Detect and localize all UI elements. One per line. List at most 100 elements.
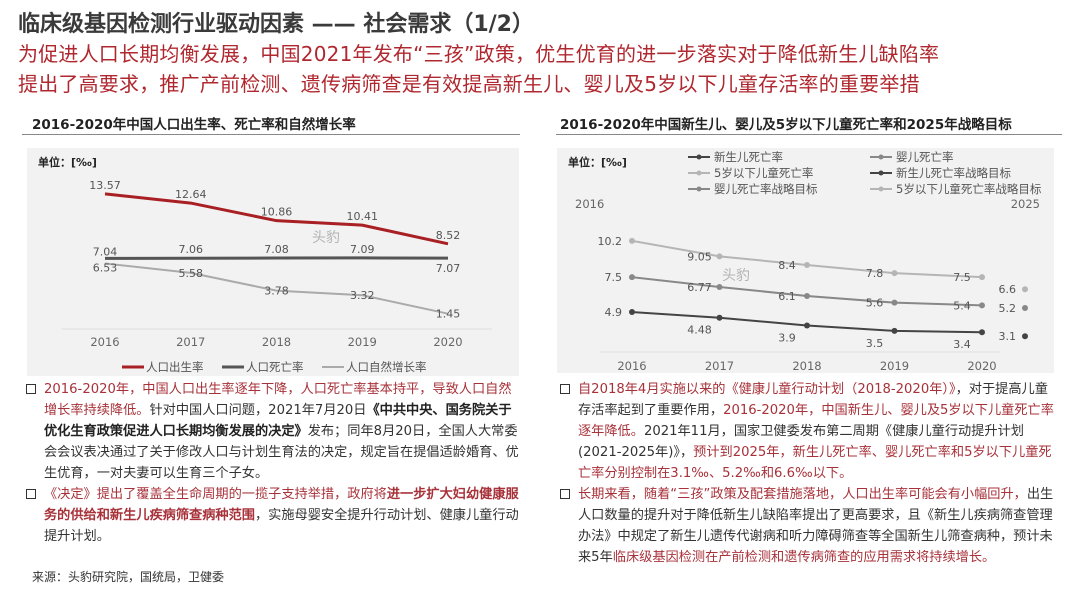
data-point [891, 299, 898, 306]
watermark: 头豹 [722, 268, 750, 284]
x-tick-label: 2019 [348, 335, 377, 349]
legend-label: 人口出生率 [146, 360, 204, 374]
target-point [1022, 333, 1028, 340]
right-chart-panel [557, 148, 1054, 373]
data-label: 3.78 [264, 285, 289, 298]
bullet-paragraph: 2016-2020年，中国人口出生率逐年下降，人口死亡率基本持平，导致人口自然增… [26, 379, 520, 484]
data-point [979, 329, 985, 336]
data-point [629, 309, 635, 316]
legend-marker [696, 186, 702, 192]
series-line-2 [631, 239, 983, 279]
divider [556, 134, 1062, 135]
x-tick-label: 2017 [176, 335, 205, 349]
text-run: 自2018年4月实施以来的《健康儿童行动计划（2018-2020年）》 [578, 382, 956, 397]
bullet-paragraph: 《决定》提出了覆盖全生命周期的一揽子支持举措，政府将进一步扩大妇幼健康服务的供给… [26, 484, 520, 547]
legend-label: 婴儿死亡率战略目标 [714, 182, 818, 196]
data-label: 1.45 [436, 308, 461, 321]
page-title: 临床级基因检测行业驱动因素 —— 社会需求（1/2） [18, 12, 534, 37]
unit-label: 单位：[‰] [568, 155, 627, 169]
legend-label: 新生儿死亡率战略目标 [896, 166, 1011, 180]
data-point [629, 237, 635, 244]
series-line-0 [631, 311, 983, 334]
target-label: 6.6 [999, 283, 1017, 296]
data-label: 8.4 [778, 259, 796, 272]
checkbox-bullet-icon [560, 384, 570, 394]
bullet-paragraph: 长期来看，随着“三孩”政策及配套措施落地，人口出生率可能会有小幅回升，出生人口数… [560, 484, 1056, 568]
text-run: 《中共中央、国务院关于优化生育政策促进人口长期均衡发展的决定》 [44, 403, 512, 439]
checkbox-bullet-icon [560, 489, 570, 499]
text-run: 预计到2025年，新生儿死亡率、婴儿死亡率和5岁以下儿童死亡率分别控制在3.1‰… [578, 445, 1052, 481]
target-label: 3.1 [999, 330, 1017, 343]
data-label: 7.04 [93, 245, 118, 258]
series-line-1 [631, 276, 983, 307]
legend-label: 人口自然增长率 [346, 360, 427, 374]
data-label: 7.07 [436, 262, 461, 275]
data-point [804, 292, 810, 299]
text-run: ，实施母婴安全提升行动计划、健康儿童行动提升计划。 [44, 508, 519, 544]
text-run: 进一步扩大妇幼健康服务的供给和新生儿疾病筛查病种范围 [44, 487, 519, 523]
divider [22, 134, 520, 135]
data-point [979, 274, 985, 281]
series-line-0 [104, 192, 449, 246]
data-label: 7.8 [866, 267, 884, 280]
data-point [629, 274, 635, 281]
checkbox-bullet-icon [26, 384, 36, 394]
x-tick-label: 2020 [433, 335, 462, 349]
data-label: 12.64 [175, 188, 207, 201]
watermark: 头豹 [312, 230, 340, 246]
legend-marker [878, 186, 884, 192]
legend-marker [878, 154, 884, 160]
x-tick-label: 2016 [90, 335, 119, 349]
text-run: 2016-2020年，中国人口出生率逐年下降，人口死亡率基本持平，导致人口自然增… [44, 382, 512, 418]
target-point [1022, 305, 1028, 312]
target-point [1022, 286, 1028, 293]
data-label: 6.53 [93, 261, 118, 274]
x-tick-label: 2018 [262, 335, 291, 349]
data-label: 10.41 [347, 210, 379, 223]
checkbox-bullet-icon [26, 489, 36, 499]
text-run: 长期来看，随着“三孩”政策及配套措施落地，人口出生率可能会有小幅回升， [578, 487, 1027, 502]
data-point [979, 302, 985, 309]
data-label: 6.77 [687, 281, 712, 294]
target-label: 5.2 [999, 302, 1017, 315]
data-point [804, 262, 810, 269]
legend-label: 人口死亡率 [246, 360, 304, 374]
data-point [891, 270, 898, 277]
text-run: 2016-2020年，中国新生儿、婴儿及5岁以下儿童死亡率逐年降低。 [578, 403, 1054, 439]
data-label: 3.9 [778, 331, 796, 344]
data-label: 7.5 [605, 271, 623, 284]
data-label: 4.9 [605, 306, 623, 319]
data-label: 7.06 [179, 243, 204, 256]
legend-marker [696, 170, 702, 176]
subtitle-line-1: 为促进人口长期均衡发展，中国2021年发布“三孩”政策，优生优育的进一步落实对于… [18, 42, 940, 66]
series-line-2 [104, 262, 449, 315]
text-run: 发布；同年8月20日，全国人大常委会会议表决通过了关于修改人口与计划生育法的决定… [44, 424, 519, 481]
left-chart-title: 2016-2020年中国人口出生率、死亡率和自然增长率 [32, 117, 356, 133]
data-label: 3.4 [953, 338, 971, 351]
legend-label: 婴儿死亡率 [896, 150, 954, 164]
legend-marker [878, 170, 884, 176]
data-point [716, 253, 723, 260]
text-run: 临床级基因检测在产前检测和遗传病筛查的应用需求将持续增长。 [612, 550, 996, 565]
text-run: 出生人口数量的提升对于降低新生儿缺陷率提出了更高要求，且《新生儿疾病筛查管理办法… [578, 487, 1054, 565]
source-note: 来源：头豹研究院，国统局，卫健委 [32, 570, 225, 584]
subtitle-line-2: 提出了高要求，推广产前检测、遗传病筛查是有效提高新生儿、婴儿及5岁以下儿童存活率… [18, 72, 920, 96]
text-run: 2021年11月，国家卫健委发布第二周期《健康儿童行动提升计划(2021-202… [578, 424, 1024, 460]
bullet-paragraph: 自2018年4月实施以来的《健康儿童行动计划（2018-2020年）》，对于提高… [560, 379, 1056, 484]
data-label: 7.09 [350, 243, 375, 256]
data-label: 4.48 [687, 324, 712, 337]
x-tick-label: 2020 [967, 359, 996, 373]
x-tick-label: 2019 [880, 359, 909, 373]
data-label: 7.08 [264, 243, 289, 256]
data-label: 5.58 [179, 267, 204, 280]
data-label: 10.86 [261, 206, 293, 219]
text-run: 《决定》提出了覆盖全生命周期的一揽子支持举措，政府将 [44, 487, 387, 502]
legend-label: 5岁以下儿童死亡率战略目标 [896, 182, 1041, 196]
text-run: 针对中国人口问题，2021年7月20日 [149, 403, 367, 418]
data-label: 8.52 [436, 229, 461, 242]
data-label: 3.5 [866, 337, 884, 350]
data-point [804, 322, 810, 329]
corner-year: 2025 [1011, 197, 1040, 211]
data-label: 5.4 [953, 299, 971, 312]
